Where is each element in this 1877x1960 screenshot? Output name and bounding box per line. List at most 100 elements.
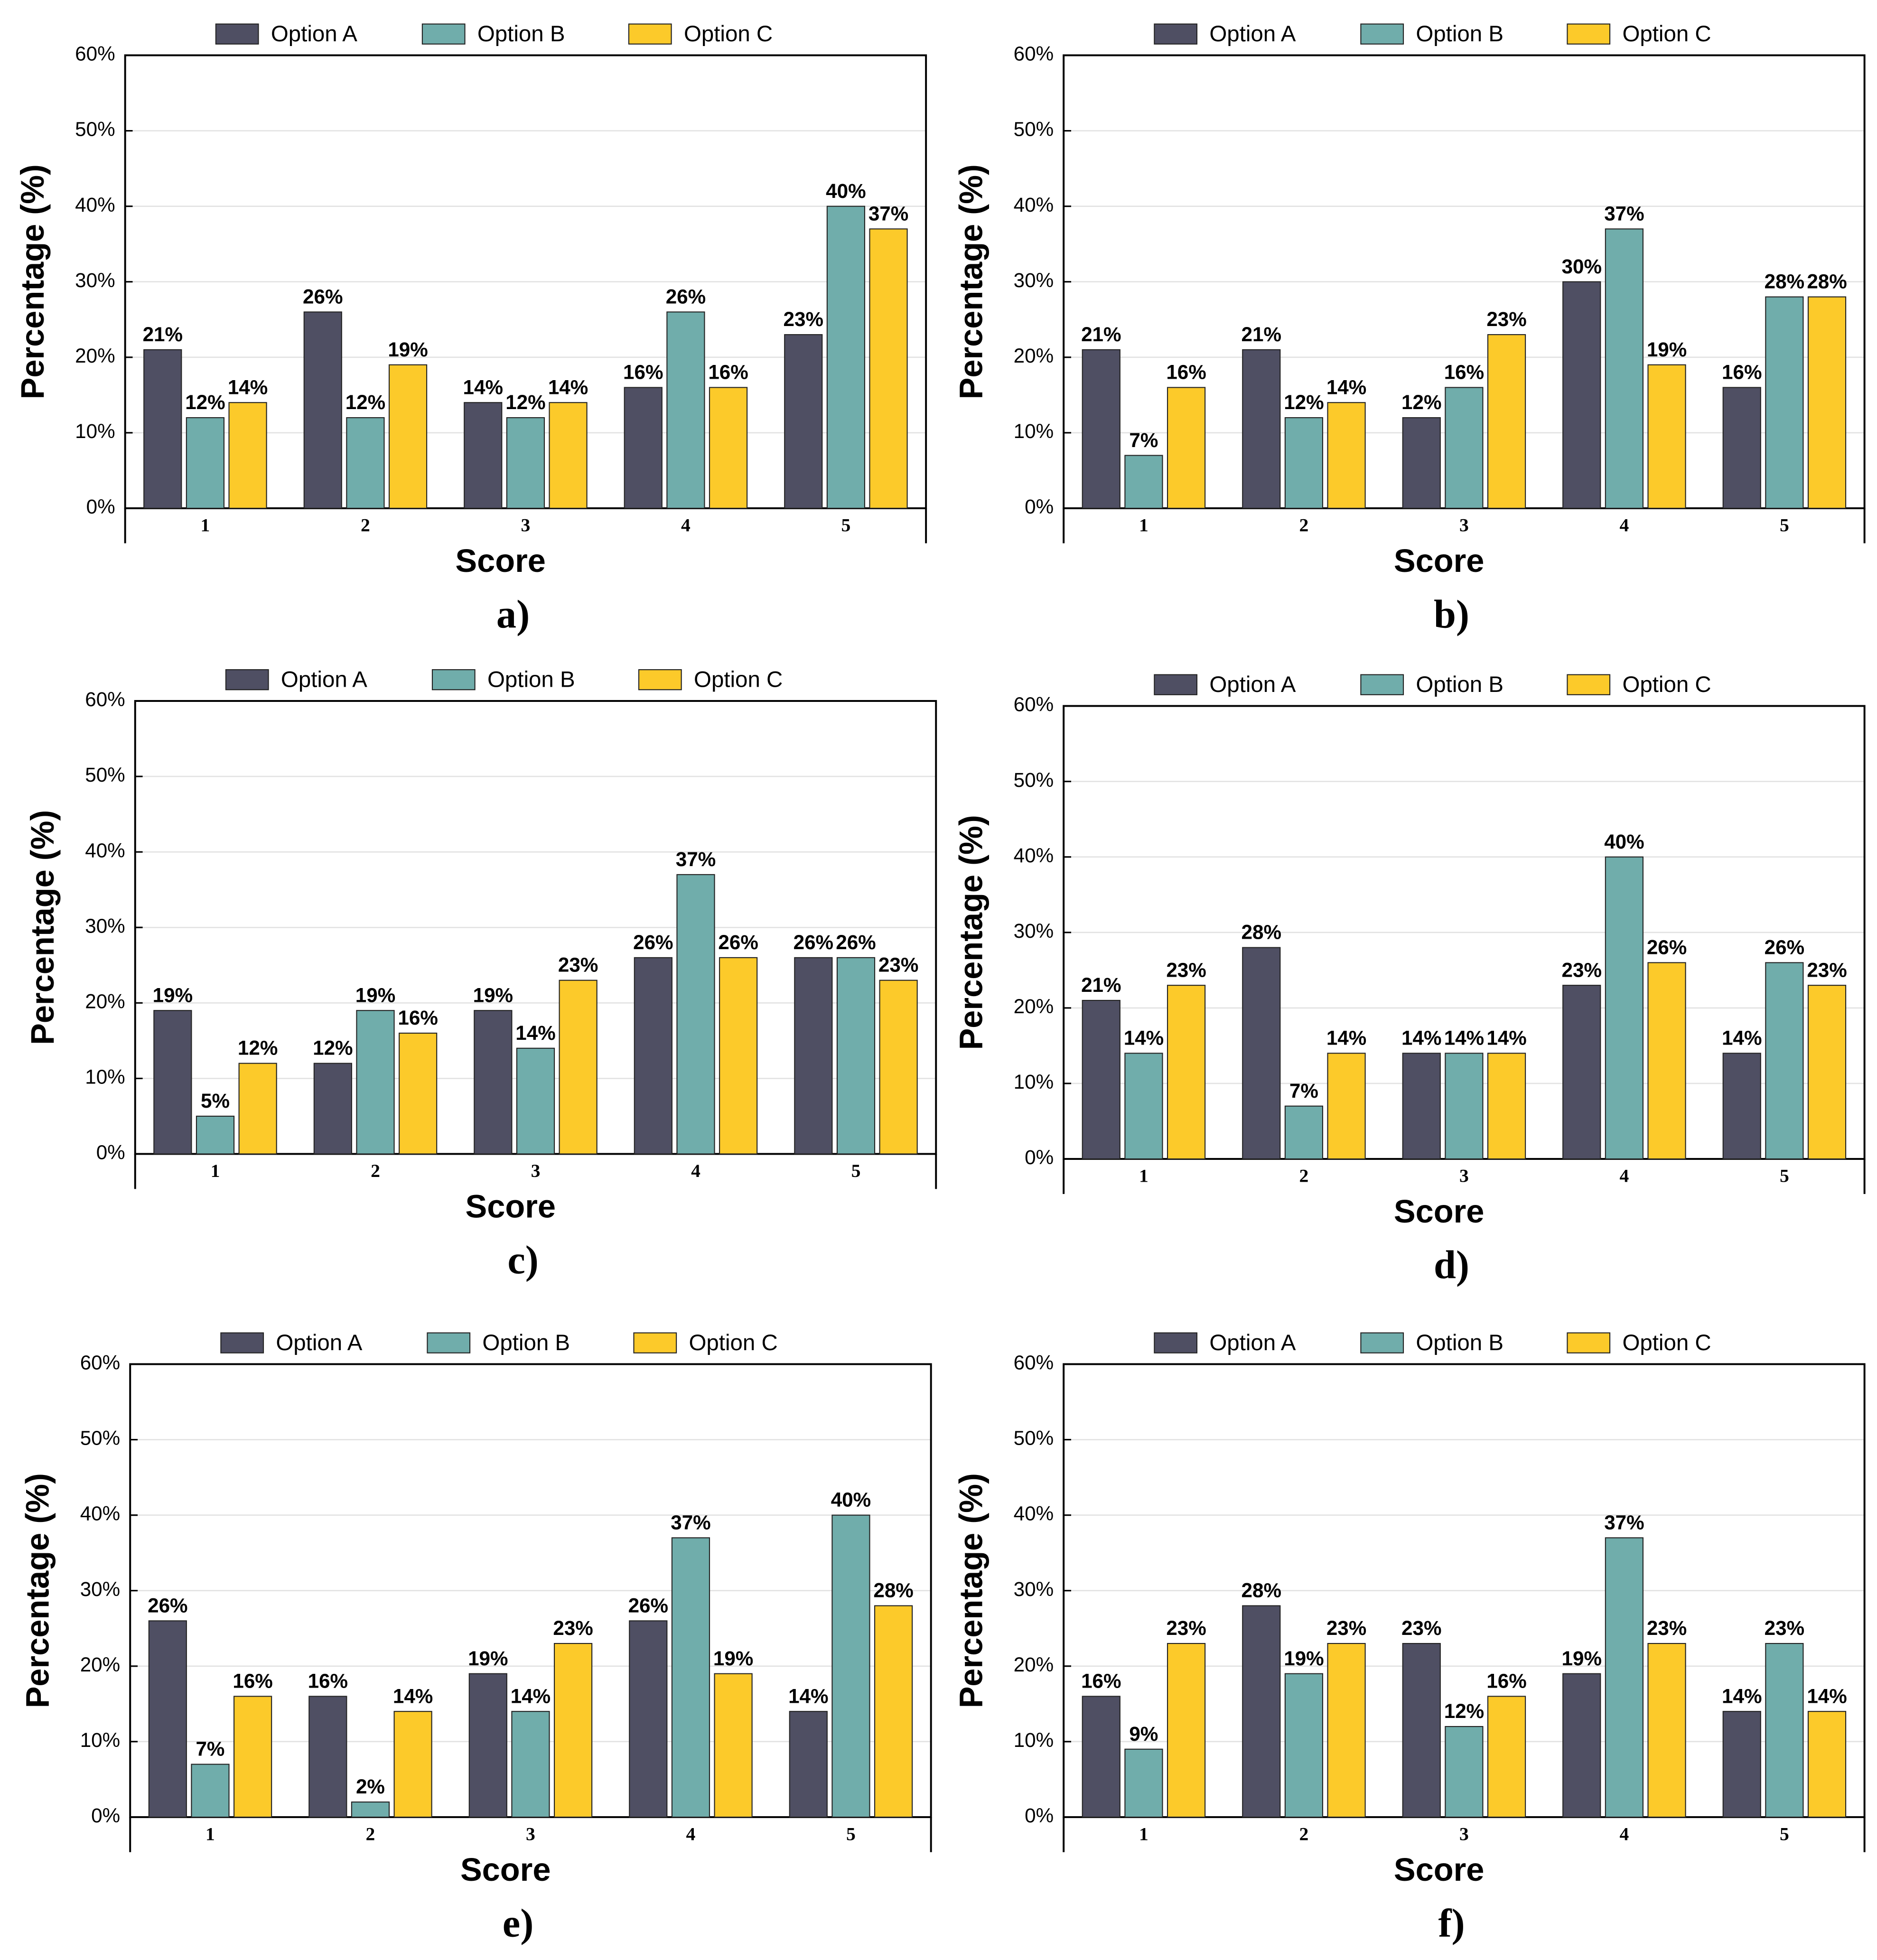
value-label: 37% bbox=[868, 203, 908, 225]
bar bbox=[794, 957, 833, 1155]
bar bbox=[1082, 349, 1121, 509]
bar bbox=[516, 1047, 555, 1155]
value-label: 19% bbox=[713, 1647, 753, 1670]
bar bbox=[874, 1605, 913, 1818]
value-label: 14% bbox=[1722, 1685, 1762, 1707]
bar bbox=[1722, 1711, 1761, 1818]
legend-label: Option B bbox=[482, 1330, 570, 1355]
value-label: 16% bbox=[1166, 361, 1206, 383]
x-axis-label: Score bbox=[460, 1851, 551, 1888]
value-label: 23% bbox=[784, 308, 823, 330]
bar bbox=[879, 980, 918, 1155]
value-label: 37% bbox=[671, 1511, 710, 1533]
value-label: 23% bbox=[558, 954, 598, 976]
legend-label: Option A bbox=[1209, 1330, 1296, 1355]
value-label: 23% bbox=[553, 1617, 593, 1639]
legend-swatch bbox=[1360, 674, 1404, 695]
value-label: 16% bbox=[1486, 1670, 1526, 1692]
value-label: 19% bbox=[355, 984, 395, 1006]
legend-label: Option C bbox=[1622, 1330, 1711, 1355]
bar bbox=[553, 1643, 593, 1818]
value-label: 26% bbox=[836, 931, 876, 953]
value-label: 14% bbox=[1326, 376, 1366, 398]
bar bbox=[1605, 1537, 1644, 1818]
bar bbox=[1445, 387, 1484, 509]
legend-label: Option B bbox=[477, 21, 565, 47]
bar bbox=[1487, 334, 1526, 509]
panel-label: d) bbox=[1434, 1243, 1469, 1287]
legend-label: Option A bbox=[271, 21, 357, 47]
y-tick-label: 0% bbox=[1025, 1804, 1054, 1827]
value-label: 14% bbox=[1444, 1027, 1484, 1049]
x-tick-label: 1 bbox=[1139, 1824, 1149, 1845]
value-label: 19% bbox=[473, 984, 513, 1006]
bar bbox=[549, 402, 588, 509]
value-label: 16% bbox=[1081, 1670, 1121, 1692]
legend-swatch bbox=[421, 23, 466, 45]
value-label: 37% bbox=[676, 848, 716, 870]
bar bbox=[346, 417, 385, 509]
legend-label: Option C bbox=[689, 1330, 777, 1355]
x-tick-label: 3 bbox=[526, 1824, 535, 1845]
x-tick-label: 2 bbox=[1299, 515, 1309, 536]
value-label: 12% bbox=[505, 391, 545, 413]
y-tick-label: 0% bbox=[86, 495, 115, 518]
bar bbox=[1807, 1711, 1847, 1818]
bar bbox=[1605, 856, 1644, 1160]
y-tick-label: 40% bbox=[1014, 844, 1054, 867]
x-axis-label: Score bbox=[466, 1188, 556, 1225]
value-label: 40% bbox=[826, 180, 866, 202]
bar bbox=[1722, 387, 1761, 509]
y-tick-label: 30% bbox=[1014, 920, 1054, 942]
value-label: 37% bbox=[1604, 1511, 1644, 1533]
bar bbox=[1124, 455, 1163, 509]
bar bbox=[709, 387, 748, 509]
value-label: 12% bbox=[238, 1037, 278, 1059]
value-label: 12% bbox=[313, 1037, 353, 1059]
bar bbox=[719, 957, 758, 1155]
y-tick-label: 10% bbox=[80, 1729, 120, 1751]
value-label: 14% bbox=[463, 376, 503, 398]
value-label: 16% bbox=[1722, 361, 1762, 383]
value-label: 12% bbox=[1444, 1700, 1484, 1722]
bar bbox=[1562, 281, 1601, 509]
y-tick-label: 50% bbox=[1014, 1427, 1054, 1449]
value-label: 12% bbox=[1401, 391, 1441, 413]
bar bbox=[1765, 296, 1804, 509]
x-tick-label: 3 bbox=[1459, 515, 1469, 536]
value-label: 23% bbox=[1401, 1617, 1441, 1639]
value-label: 19% bbox=[153, 984, 193, 1006]
bar bbox=[826, 205, 865, 509]
y-tick-label: 20% bbox=[75, 345, 115, 367]
y-tick-label: 10% bbox=[85, 1066, 125, 1088]
bar bbox=[1807, 985, 1847, 1160]
x-tick-label: 1 bbox=[211, 1160, 220, 1181]
value-label: 14% bbox=[548, 376, 588, 398]
value-label: 14% bbox=[515, 1022, 555, 1044]
x-tick-label: 2 bbox=[1299, 1166, 1309, 1186]
bar bbox=[1242, 1605, 1281, 1818]
y-tick-label: 30% bbox=[75, 269, 115, 291]
value-label: 23% bbox=[1807, 959, 1847, 981]
value-label: 23% bbox=[1647, 1617, 1687, 1639]
value-label: 19% bbox=[468, 1647, 508, 1670]
chart-panel: 0% 10% 20% 30% 40% 50% 60% 1 26% 7% 16% 2 16% 2% 14% 3 1… bbox=[19, 1330, 932, 1945]
chart-panel: 0% 10% 20% 30% 40% 50% 60% 1 21% 14% 23% 2 28% 7% 14% 3… bbox=[953, 672, 1866, 1287]
bar bbox=[1487, 1053, 1526, 1160]
legend-swatch bbox=[431, 669, 476, 691]
value-label: 26% bbox=[794, 931, 833, 953]
x-axis-label: Score bbox=[1394, 1193, 1485, 1230]
y-tick-label: 50% bbox=[80, 1427, 120, 1449]
bar bbox=[1562, 1673, 1601, 1818]
bar bbox=[196, 1115, 235, 1155]
bar bbox=[1445, 1726, 1484, 1818]
y-tick-label: 40% bbox=[1014, 194, 1054, 216]
bar bbox=[191, 1764, 230, 1818]
x-tick-label: 4 bbox=[686, 1824, 696, 1845]
value-label: 26% bbox=[666, 286, 706, 308]
value-label: 7% bbox=[1289, 1080, 1318, 1102]
bar bbox=[1562, 985, 1601, 1160]
value-label: 14% bbox=[1722, 1027, 1762, 1049]
panel-label: c) bbox=[507, 1238, 539, 1282]
x-tick-label: 1 bbox=[1139, 1166, 1149, 1186]
